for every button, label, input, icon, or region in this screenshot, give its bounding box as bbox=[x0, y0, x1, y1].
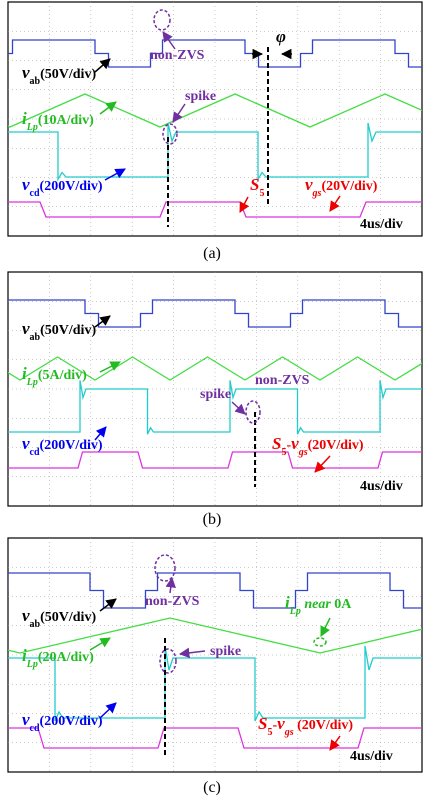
label-part: (10A/div) bbox=[38, 113, 94, 128]
figure: non-ZVSφvab(50V/div)iLp(10A/div)spikevcd… bbox=[0, 0, 424, 806]
label-part: non-ZVS bbox=[255, 373, 310, 388]
label-part: S bbox=[272, 434, 281, 453]
label-part: non-ZVS bbox=[150, 48, 205, 63]
label: non-ZVS bbox=[145, 594, 200, 609]
label: φ bbox=[276, 27, 286, 46]
label-part: (50V/div) bbox=[40, 67, 96, 82]
time-scale: 4us/div bbox=[360, 479, 403, 494]
label-part: ab bbox=[30, 332, 41, 343]
label-part: ab bbox=[30, 619, 41, 630]
panel: non-ZVSφvab(50V/div)iLp(10A/div)spikevcd… bbox=[0, 2, 424, 236]
label-part: (20V/div) bbox=[294, 718, 354, 733]
label-part: spike bbox=[185, 89, 216, 104]
label-part: S bbox=[258, 714, 267, 733]
caption: (a) bbox=[203, 245, 221, 262]
label-part: Lp bbox=[26, 122, 38, 133]
label-part: (5A/div) bbox=[38, 368, 87, 383]
label-part: (200V/div) bbox=[40, 714, 103, 729]
label: spike bbox=[210, 644, 241, 659]
label-part: gs bbox=[312, 188, 322, 199]
label-part: cd bbox=[30, 447, 40, 458]
label-part: Lp bbox=[26, 377, 38, 388]
label-part: 0A bbox=[334, 597, 352, 612]
label-part: spike bbox=[200, 387, 231, 402]
time-scale: 4us/div bbox=[350, 749, 393, 764]
label-part: spike bbox=[210, 644, 241, 659]
label-part: (200V/div) bbox=[40, 438, 103, 453]
label-part: (20A/div) bbox=[38, 650, 94, 665]
label-part: φ bbox=[276, 27, 286, 46]
label-part: cd bbox=[30, 723, 40, 734]
label-part: gs bbox=[298, 447, 308, 458]
label-part: (20V/div) bbox=[308, 438, 364, 453]
caption: (b) bbox=[203, 511, 222, 528]
label-part: 5 bbox=[259, 188, 264, 199]
caption: (c) bbox=[203, 779, 221, 796]
label-part: S bbox=[250, 175, 259, 194]
label: spike bbox=[185, 89, 216, 104]
label-part: cd bbox=[30, 188, 40, 199]
label-part: Lp bbox=[289, 606, 301, 617]
label: non-ZVS bbox=[255, 373, 310, 388]
time-scale: 4us/div bbox=[360, 217, 403, 232]
label-part: (50V/div) bbox=[40, 610, 96, 625]
label-part: Lp bbox=[26, 659, 38, 670]
label-part: gs bbox=[284, 727, 294, 738]
label: non-ZVS bbox=[150, 48, 205, 63]
label-part: (50V/div) bbox=[40, 323, 96, 338]
panel: vab(50V/div)iLp(5A/div)spikenon-ZVSvcd(2… bbox=[0, 272, 424, 506]
label-part: (200V/div) bbox=[40, 179, 103, 194]
label-part: near bbox=[301, 597, 334, 612]
label-part: ab bbox=[30, 76, 41, 87]
label-part: non-ZVS bbox=[145, 594, 200, 609]
label-part: (20V/div) bbox=[321, 179, 377, 194]
label: spike bbox=[200, 387, 231, 402]
